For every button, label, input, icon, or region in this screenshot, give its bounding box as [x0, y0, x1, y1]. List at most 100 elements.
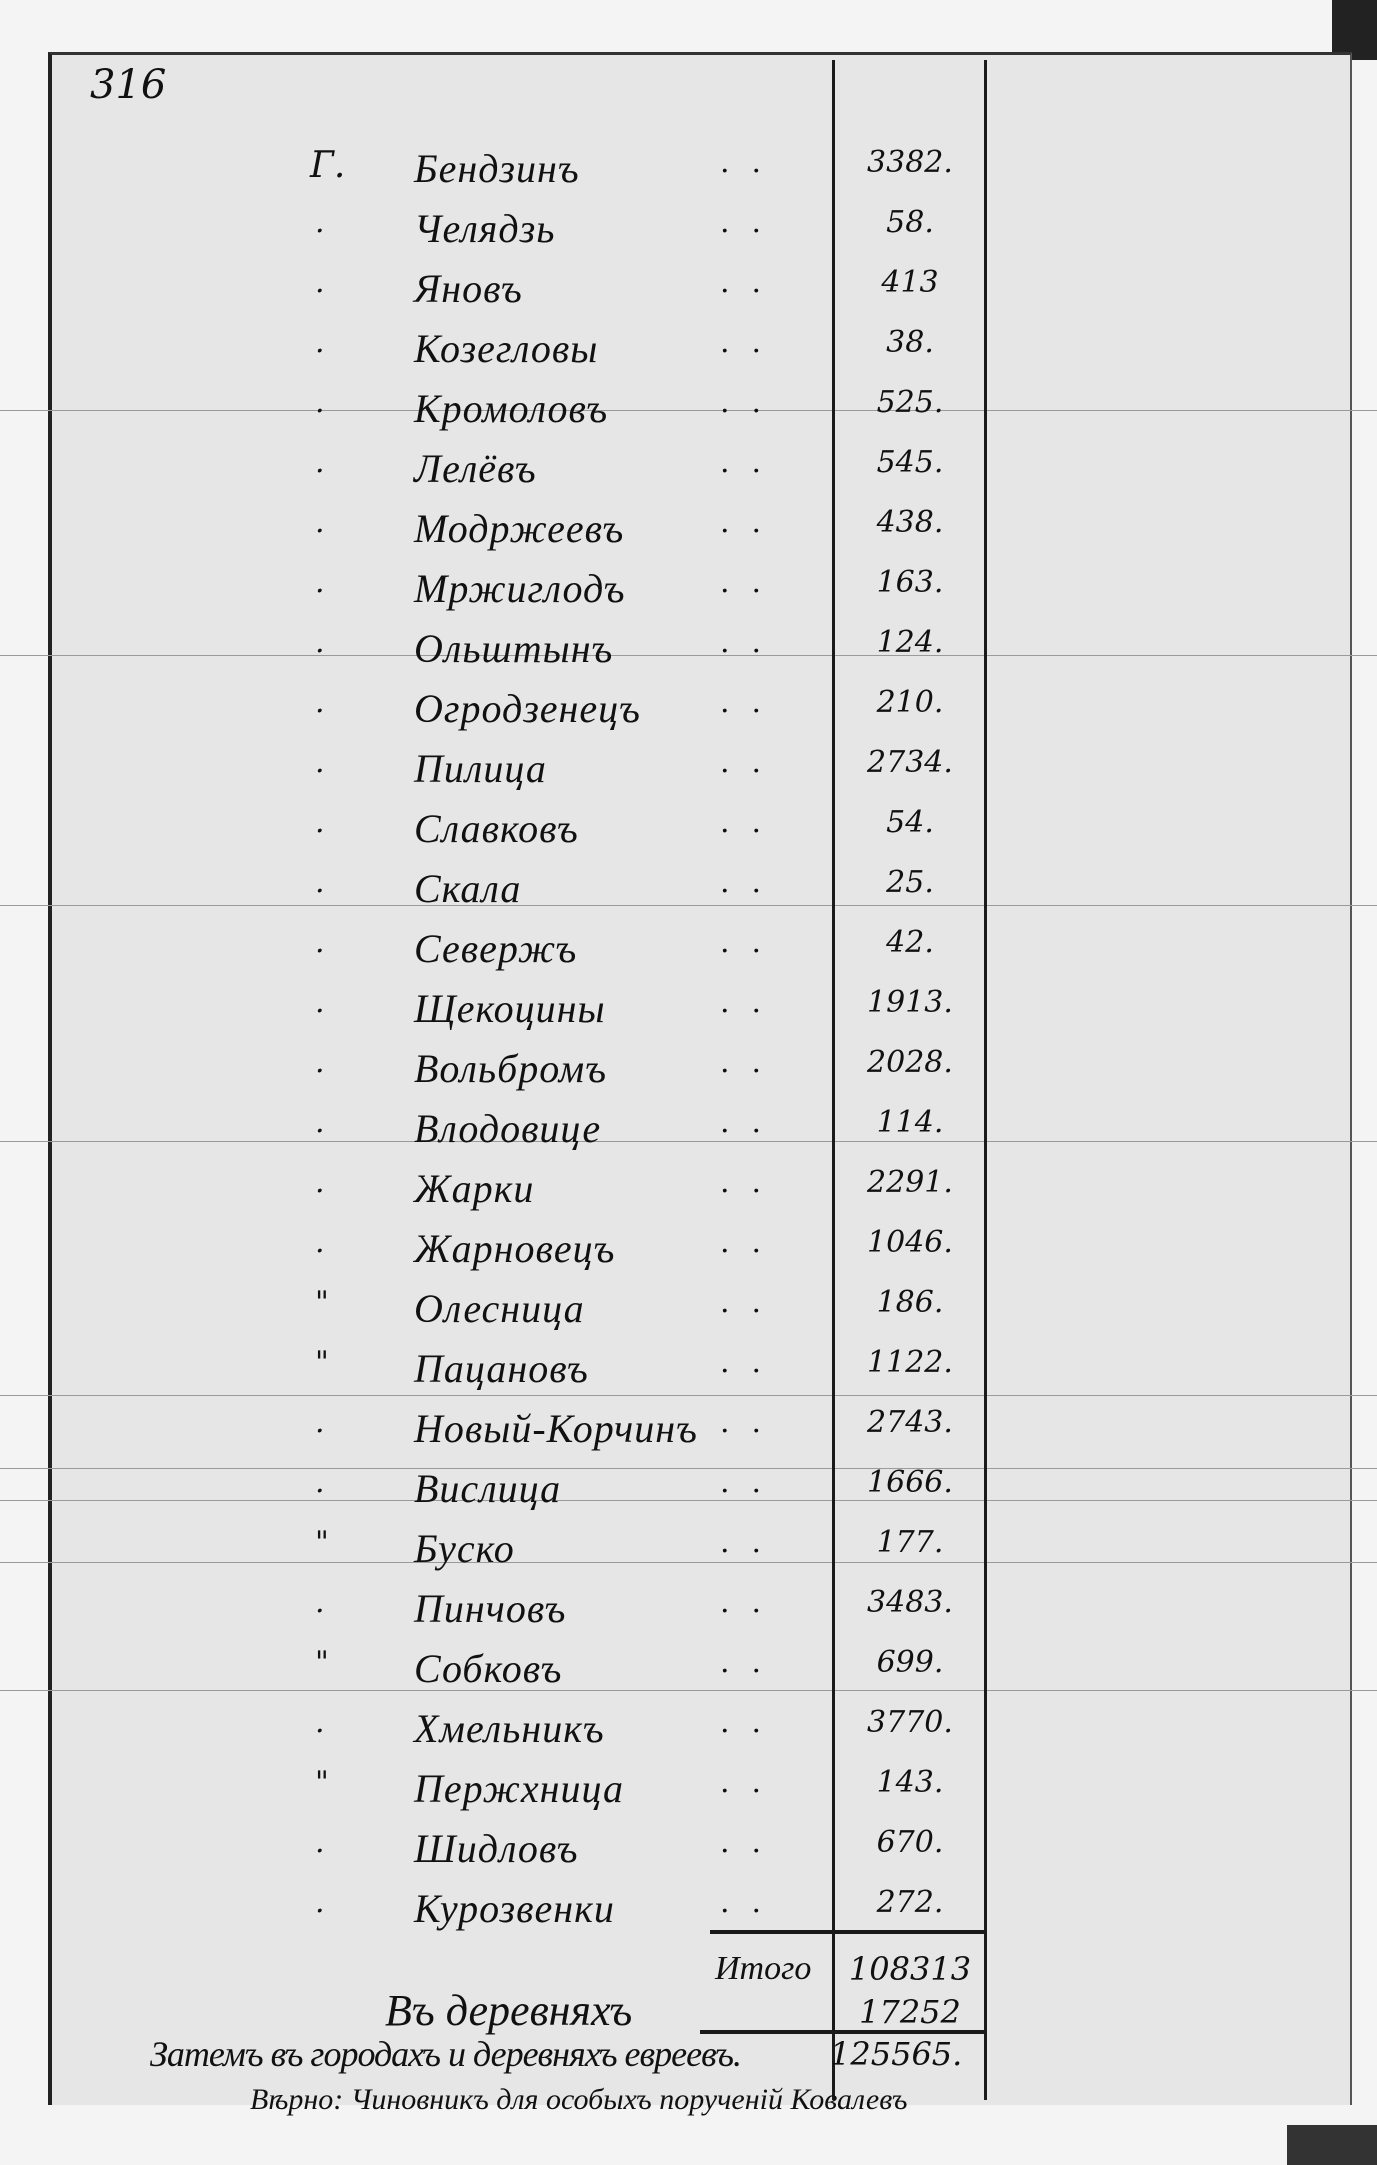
- total-rule: [700, 2030, 987, 2034]
- leader-dots: ..: [720, 1165, 784, 1200]
- subtotal-label: Итого: [715, 1950, 812, 1987]
- town-name: Влодовице: [414, 1106, 602, 1151]
- ditto-mark: .: [315, 685, 325, 720]
- count-value: 525.: [876, 385, 944, 420]
- leader-dots: ..: [720, 265, 784, 300]
- leader-dots: ..: [720, 1645, 784, 1680]
- count-value: 58.: [886, 205, 934, 240]
- ledger-row: " Буско .. 177.: [0, 1525, 1000, 1585]
- leader-dots: ..: [720, 1705, 784, 1740]
- ditto-mark: .: [315, 925, 325, 960]
- town-name: Вислица: [414, 1466, 562, 1511]
- leader-dots: ..: [720, 1525, 784, 1560]
- leader-dots: ..: [720, 565, 784, 600]
- count-value: 114.: [876, 1105, 944, 1140]
- leader-dots: ..: [720, 1285, 784, 1320]
- ledger-row: . Щекоцины .. 1913.: [0, 985, 1000, 1045]
- ledger-page: [48, 52, 1352, 2105]
- ditto-mark: .: [315, 805, 325, 840]
- ledger-row: . Шидловъ .. 670.: [0, 1825, 1000, 1885]
- ditto-mark: Г.: [310, 145, 346, 186]
- ledger-row: . Пинчовъ .. 3483.: [0, 1585, 1000, 1645]
- ditto-mark: ": [315, 1345, 329, 1380]
- leader-dots: ..: [720, 1585, 784, 1620]
- count-value: 177.: [876, 1525, 944, 1560]
- scan-edge: [1287, 2125, 1377, 2165]
- ledger-row: . Славковъ .. 54.: [0, 805, 1000, 865]
- ledger-row: " Олесница .. 186.: [0, 1285, 1000, 1345]
- ditto-mark: .: [315, 205, 325, 240]
- town-name: Шидловъ: [414, 1826, 579, 1871]
- count-value: 670.: [876, 1825, 944, 1860]
- count-value: 545.: [876, 445, 944, 480]
- count-value: 2734.: [867, 745, 953, 780]
- ledger-row: . Пилица .. 2734.: [0, 745, 1000, 805]
- ledger-row: . Скала .. 25.: [0, 865, 1000, 925]
- town-name: Жарки: [414, 1166, 535, 1211]
- ledger-row: . Хмельникъ .. 3770.: [0, 1705, 1000, 1765]
- town-name: Ольштынъ: [414, 626, 614, 671]
- town-name: Модржеевъ: [414, 506, 625, 551]
- town-name: Хмельникъ: [414, 1706, 605, 1751]
- town-name: Пацановъ: [414, 1346, 589, 1391]
- ditto-mark: ": [315, 1645, 329, 1680]
- leader-dots: ..: [720, 745, 784, 780]
- ledger-row: . Кромоловъ .. 525.: [0, 385, 1000, 445]
- villages-value: 17252: [859, 1993, 961, 2031]
- leader-dots: ..: [720, 1105, 784, 1140]
- ditto-mark: .: [315, 1045, 325, 1080]
- count-value: 2743.: [867, 1405, 953, 1440]
- ditto-mark: .: [315, 1405, 325, 1440]
- count-value: 272.: [876, 1885, 944, 1920]
- count-value: 163.: [876, 565, 944, 600]
- scan-edge: [1332, 0, 1377, 60]
- count-value: 1913.: [867, 985, 953, 1020]
- count-value: 3382.: [867, 145, 953, 180]
- ditto-mark: .: [315, 565, 325, 600]
- column-divider-right: [984, 60, 987, 2100]
- ditto-mark: .: [315, 1165, 325, 1200]
- count-value: 186.: [876, 1285, 944, 1320]
- count-value: 42.: [886, 925, 934, 960]
- count-value: 1122.: [867, 1345, 953, 1380]
- count-value: 2291.: [867, 1165, 953, 1200]
- ledger-row: . Козегловы .. 38.: [0, 325, 1000, 385]
- town-name: Пержхница: [414, 1766, 624, 1811]
- leader-dots: ..: [720, 925, 784, 960]
- town-name: Козегловы: [414, 326, 599, 371]
- ledger-row: . Ольштынъ .. 124.: [0, 625, 1000, 685]
- town-name: Кромоловъ: [414, 386, 609, 431]
- ditto-mark: .: [315, 1825, 325, 1860]
- ledger-row: . Мржиглодъ .. 163.: [0, 565, 1000, 625]
- leader-dots: ..: [720, 205, 784, 240]
- town-name: Славковъ: [414, 806, 579, 851]
- ditto-mark: .: [315, 1105, 325, 1140]
- town-name: Огродзенецъ: [414, 686, 641, 731]
- town-name: Новый-Корчинъ: [414, 1406, 698, 1451]
- ditto-mark: .: [315, 265, 325, 300]
- leader-dots: ..: [720, 505, 784, 540]
- count-value: 3483.: [867, 1585, 953, 1620]
- ledger-row: . Курозвенки .. 272.: [0, 1885, 1000, 1945]
- ledger-row: . Яновъ .. 413: [0, 265, 1000, 325]
- count-value: 124.: [876, 625, 944, 660]
- ditto-mark: ": [315, 1765, 329, 1800]
- town-name: Курозвенки: [414, 1886, 615, 1931]
- town-name: Буско: [414, 1526, 515, 1571]
- ledger-row: . Вислица .. 1666.: [0, 1465, 1000, 1525]
- ledger-row: " Пацановъ .. 1122.: [0, 1345, 1000, 1405]
- town-name: Яновъ: [414, 266, 523, 311]
- count-value: 699.: [876, 1645, 944, 1680]
- ditto-mark: .: [315, 745, 325, 780]
- ditto-mark: .: [315, 1585, 325, 1620]
- ledger-row: . Жарновецъ .. 1046.: [0, 1225, 1000, 1285]
- leader-dots: ..: [720, 1225, 784, 1260]
- count-value: 1046.: [867, 1225, 953, 1260]
- ditto-mark: .: [315, 505, 325, 540]
- ledger-row: " Пержхница .. 143.: [0, 1765, 1000, 1825]
- town-name: Жарновецъ: [414, 1226, 616, 1271]
- town-name: Вольбромъ: [414, 1046, 607, 1091]
- ditto-mark: .: [315, 985, 325, 1020]
- ditto-mark: .: [315, 1885, 325, 1920]
- leader-dots: ..: [720, 325, 784, 360]
